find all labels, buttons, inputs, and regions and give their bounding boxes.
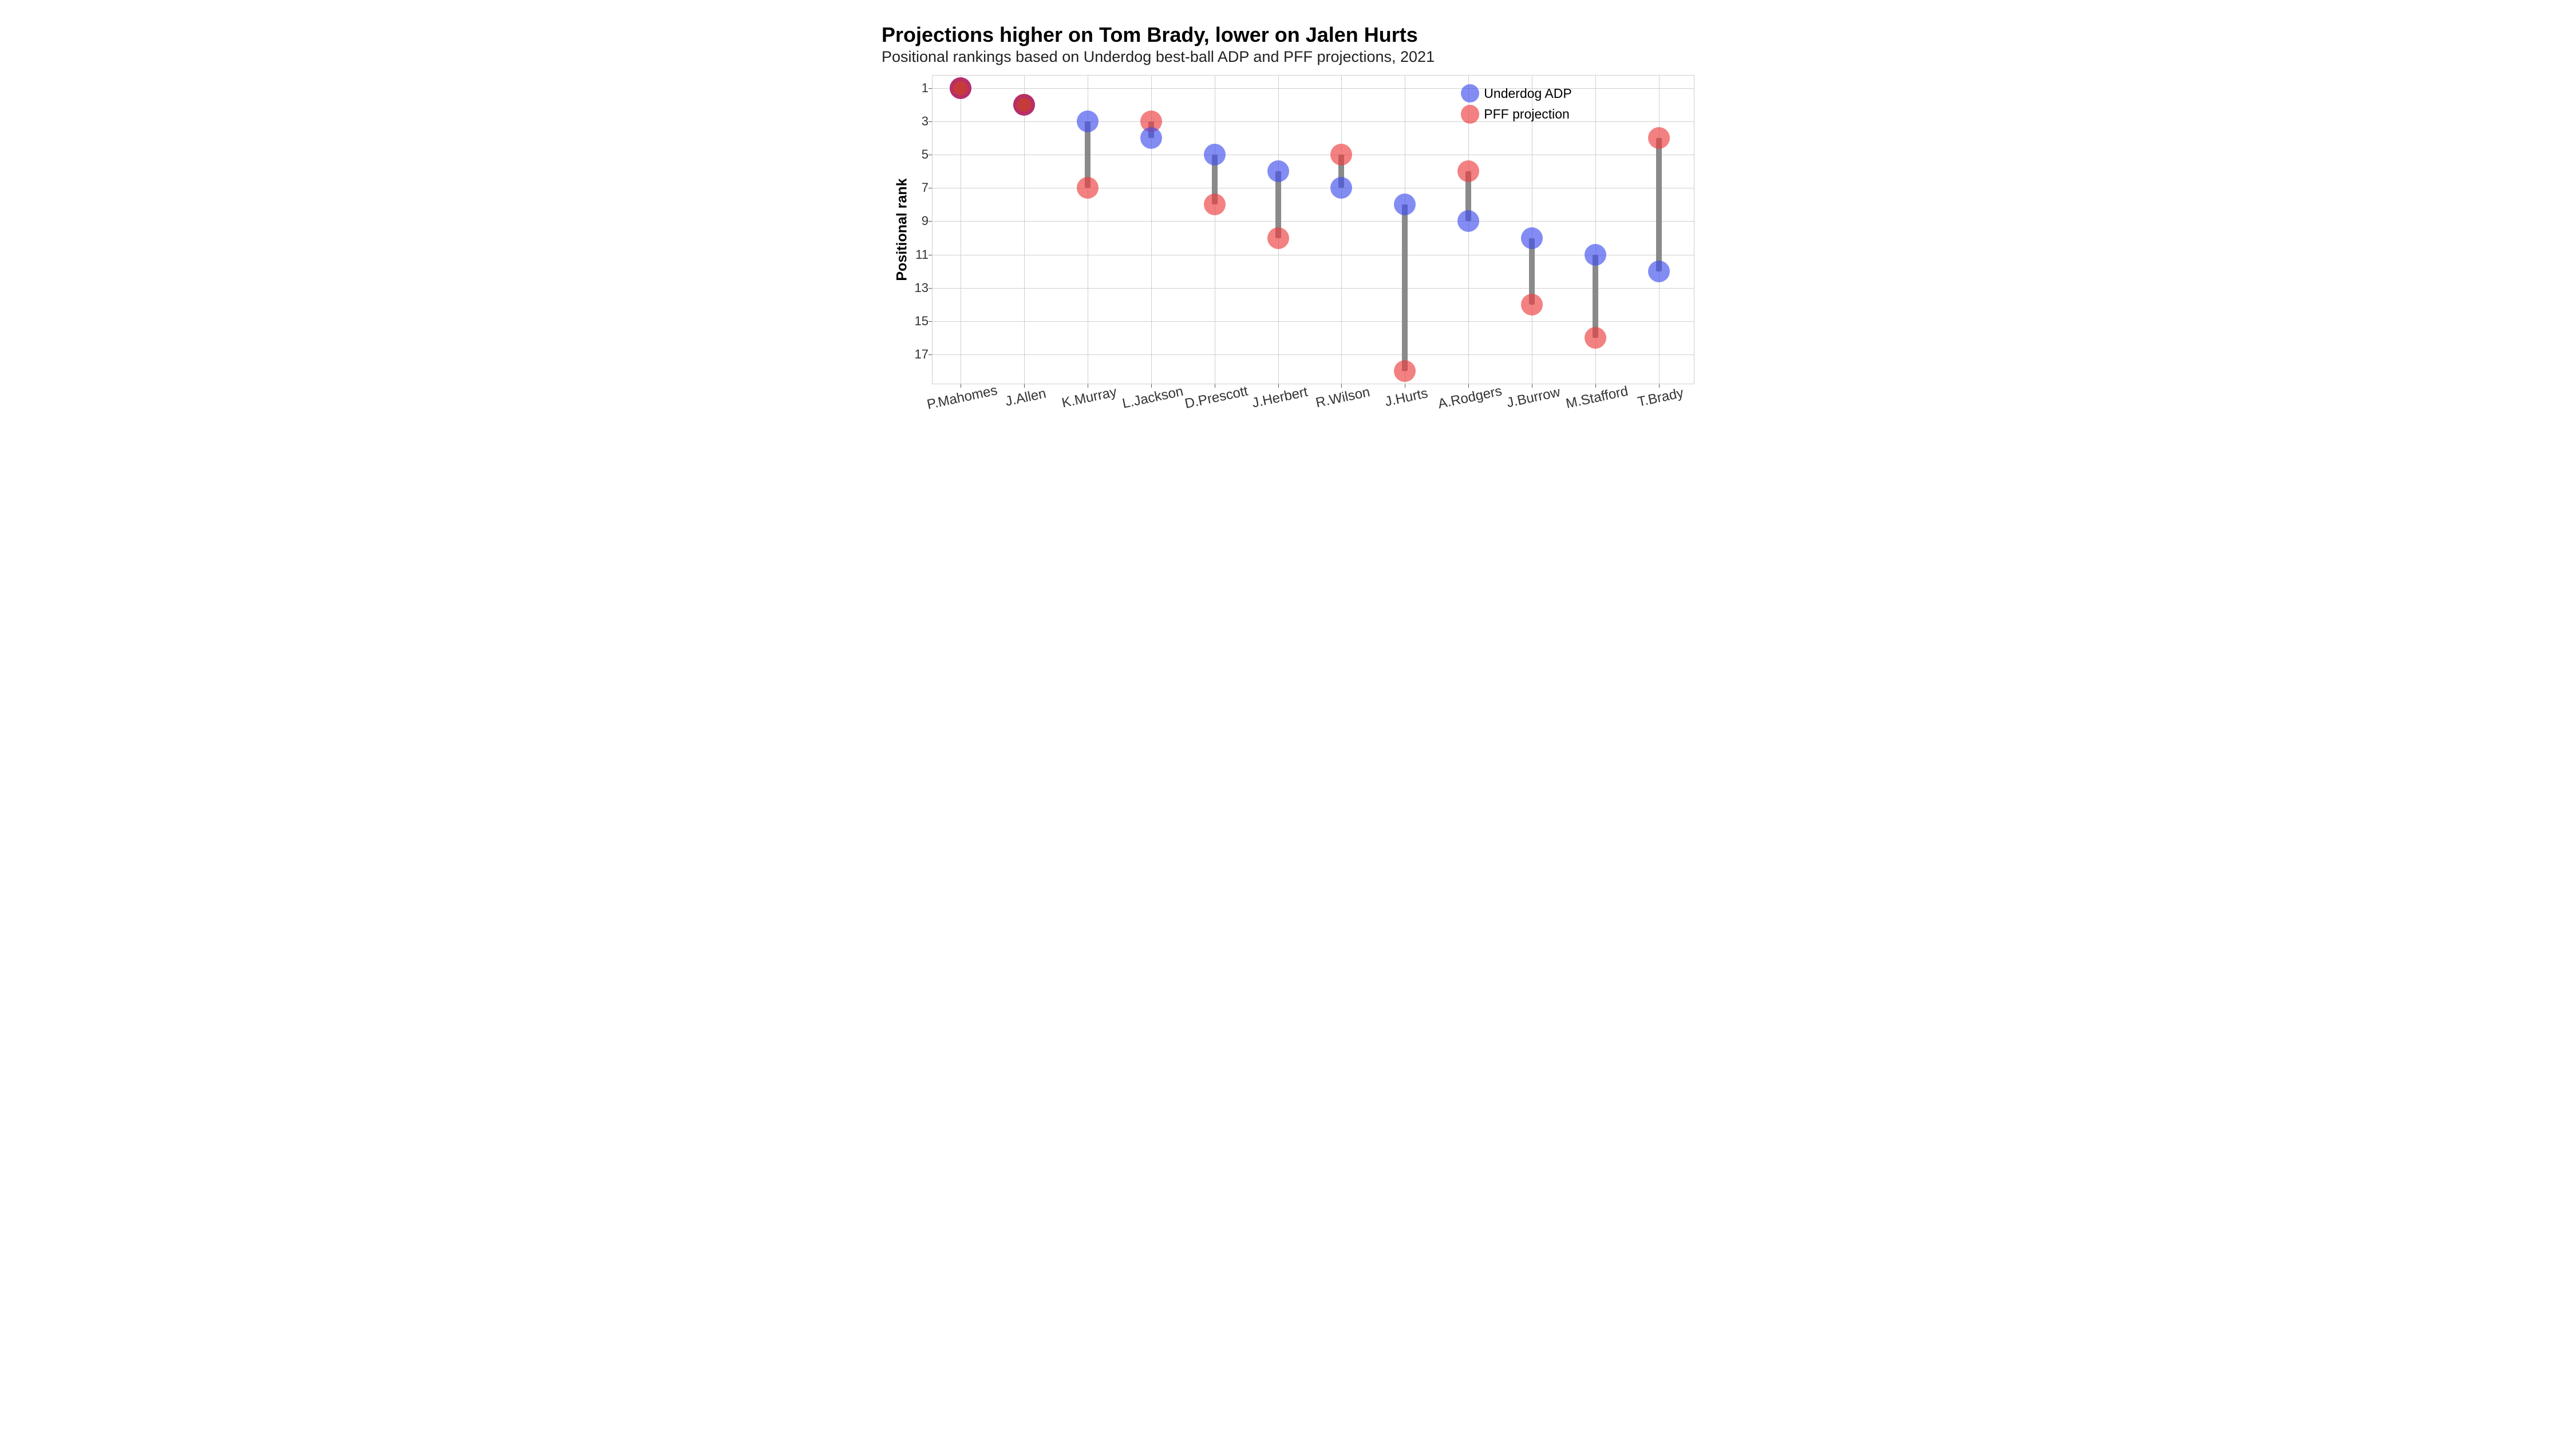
dot-adp [1330,177,1352,199]
legend-label: Underdog ADP [1484,86,1571,101]
y-tick-label: 3 [922,114,929,129]
dot-adp [1521,227,1543,249]
dot-pff [1330,144,1352,165]
x-tick-label: J.Burrow [1506,384,1562,411]
y-tick-label: 9 [922,214,929,228]
gridline-horizontal [932,288,1694,289]
x-tick-label: J.Hurts [1384,385,1429,410]
x-tick-label: T.Brady [1636,385,1685,411]
diff-connector [1593,255,1598,338]
dot-pff [1585,327,1606,349]
dot-pff [1457,160,1479,182]
dot-adp [1077,111,1099,132]
gridline-horizontal [932,354,1694,355]
gridline-vertical [1341,75,1342,384]
dot-adp [1585,244,1606,266]
x-tick-label: K.Murray [1060,384,1118,412]
y-tick-label: 13 [915,281,929,295]
y-tick-label: 17 [915,347,929,362]
y-tick-label: 7 [922,180,929,195]
legend-item: Underdog ADP [1461,84,1572,102]
dot-adp [1394,194,1416,215]
dot-pff [1204,194,1226,215]
dot-adp [1457,210,1479,232]
gridline-horizontal [932,321,1694,322]
x-ticks-row: P.MahomesJ.AllenK.MurrayL.JacksonD.Presc… [932,384,1688,430]
dot-adp [1204,144,1226,165]
plot-area: Underdog ADP PFF projection [932,75,1694,384]
x-tick-label: D.Prescott [1183,383,1249,412]
y-tick-label: 11 [915,247,929,262]
x-tick-label: R.Wilson [1314,384,1372,411]
chart-subtitle: Positional rankings based on Underdog be… [882,48,1694,66]
chart-title: Projections higher on Tom Brady, lower o… [882,23,1694,47]
plot-border [932,75,933,384]
y-tick-label: 15 [915,314,929,329]
x-tick-label: P.Mahomes [926,383,999,413]
dot-pff [1077,177,1099,199]
diff-connector [1402,204,1408,370]
legend: Underdog ADP PFF projection [1461,84,1572,124]
dot-overlap [950,77,971,99]
chart-container: Projections higher on Tom Brady, lower o… [882,23,1694,430]
dot-adp [1140,127,1162,149]
gridline-horizontal [932,88,1694,89]
gridline-horizontal [932,221,1694,222]
dot-adp [1267,160,1289,182]
legend-label: PFF projection [1484,107,1570,122]
x-tick-label: J.Herbert [1250,384,1309,412]
x-tick-label: M.Stafford [1564,384,1630,412]
dot-pff [1521,294,1543,316]
x-tick-label: L.Jackson [1121,384,1185,412]
x-tick-label: A.Rodgers [1437,383,1504,412]
legend-dot-icon [1461,105,1479,123]
diff-connector [1656,138,1662,271]
plot-row: Positional rank 1357911131517 Underdog A… [882,75,1694,384]
x-tick-label: J.Allen [1004,386,1048,410]
dot-pff [1394,360,1416,382]
dot-pff [1267,227,1289,249]
y-tick-label: 5 [922,147,929,162]
y-tick-label: 1 [922,81,929,96]
gridline-horizontal [932,121,1694,122]
dot-pff [1648,127,1670,149]
dot-overlap [1013,94,1035,116]
legend-dot-icon [1461,84,1479,102]
plot-border [932,75,1694,76]
ylabel-column: Positional rank [882,75,908,384]
legend-item: PFF projection [1461,105,1572,123]
gridline-vertical [1024,75,1025,384]
dot-adp [1648,261,1670,282]
